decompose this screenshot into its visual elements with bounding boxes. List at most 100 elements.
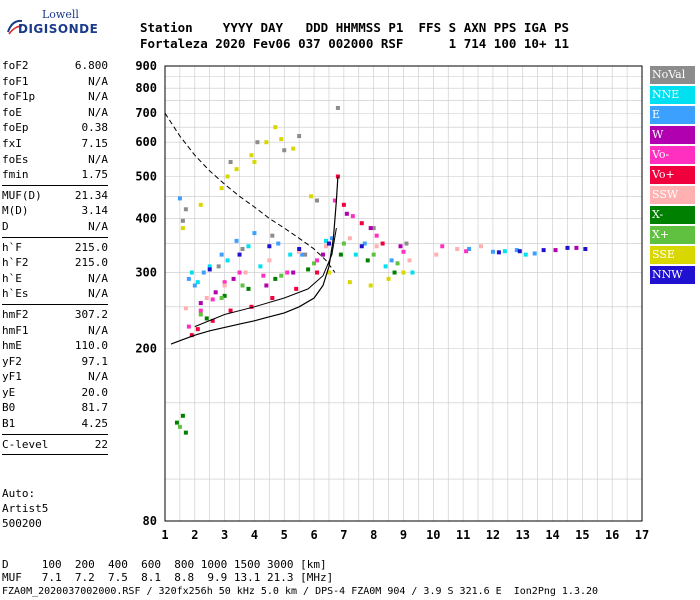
legend-entry: NNE bbox=[650, 86, 695, 104]
data-point bbox=[252, 160, 257, 165]
data-point bbox=[514, 248, 519, 253]
data-point bbox=[192, 283, 197, 288]
legend-entry: Vo- bbox=[650, 146, 695, 164]
data-point bbox=[502, 249, 507, 254]
data-point bbox=[240, 246, 245, 251]
data-point bbox=[297, 249, 302, 254]
data-point bbox=[541, 248, 546, 253]
plot-frame bbox=[164, 65, 643, 522]
data-point bbox=[288, 252, 293, 257]
data-point bbox=[410, 270, 415, 275]
data-point bbox=[329, 236, 334, 241]
data-point bbox=[219, 186, 224, 191]
x-tick-label: 1 bbox=[161, 528, 168, 542]
data-point bbox=[389, 258, 394, 263]
param-row: hmE 110.0 bbox=[2, 338, 108, 354]
param-name: foEs bbox=[2, 152, 29, 166]
param-value: 1.75 bbox=[81, 168, 109, 182]
y-tick-label: 200 bbox=[135, 342, 157, 356]
data-point bbox=[219, 252, 224, 257]
param-value: N/A bbox=[88, 370, 108, 384]
footer-muf-2: 7.5 bbox=[108, 571, 128, 584]
param-name: MUF(D) bbox=[2, 188, 42, 202]
grid-lines bbox=[164, 65, 643, 521]
legend-entry: X+ bbox=[650, 226, 695, 244]
x-tick-label: 13 bbox=[516, 528, 530, 542]
data-point bbox=[341, 202, 346, 207]
data-point bbox=[243, 270, 248, 275]
data-point bbox=[258, 264, 263, 269]
data-point bbox=[270, 233, 275, 238]
param-row: M(D) 3.14 bbox=[2, 203, 108, 219]
param-row: yF2 97.1 bbox=[2, 354, 108, 370]
logo-brand: Lowell bbox=[42, 8, 79, 21]
y-axis-ticks: 80 200 300 400 500 600 700 800 900 bbox=[135, 59, 157, 528]
footer-muf-6: 13.1 bbox=[233, 571, 261, 584]
data-point bbox=[264, 283, 269, 288]
data-point bbox=[440, 244, 445, 249]
x-tick-label: 5 bbox=[281, 528, 288, 542]
data-point bbox=[479, 244, 484, 249]
data-point bbox=[306, 267, 311, 272]
data-point bbox=[246, 286, 251, 291]
header-iga: 10+ bbox=[523, 36, 547, 51]
x-axis-ticks: 1 2 3 4 5 6 7 8 9 10 11 12 13 14 15 16 17 bbox=[161, 528, 649, 542]
data-point bbox=[392, 270, 397, 275]
param-row: B0 81.7 bbox=[2, 400, 108, 416]
y-tick-label: 80 bbox=[143, 514, 157, 528]
data-point bbox=[407, 258, 412, 263]
data-point bbox=[249, 304, 254, 309]
legend-entry: E bbox=[650, 106, 695, 124]
header-label-day: DAY bbox=[260, 20, 284, 35]
header-station: Fortaleza bbox=[140, 36, 208, 51]
param-value: 81.7 bbox=[81, 401, 109, 415]
param-value: 4.25 bbox=[81, 417, 109, 431]
legend-entry: Vo+ bbox=[650, 166, 695, 184]
param-value: N/A bbox=[88, 74, 108, 88]
logo-swoosh-icon bbox=[7, 19, 23, 35]
header-label-station: Station bbox=[140, 20, 193, 35]
data-point bbox=[326, 270, 331, 275]
header-time: 002000 bbox=[328, 36, 374, 51]
header-label-pps: PPS bbox=[493, 20, 517, 35]
data-point bbox=[225, 258, 230, 263]
data-point bbox=[490, 249, 495, 254]
param-name: hmF2 bbox=[2, 307, 29, 321]
param-name: yF1 bbox=[2, 370, 22, 384]
data-point bbox=[186, 276, 191, 281]
data-point bbox=[574, 245, 579, 250]
param-row: fxI 7.15 bbox=[2, 136, 108, 152]
footer-muf-label: MUF bbox=[2, 571, 22, 584]
auto-code: 500200 bbox=[2, 517, 42, 530]
param-value: 215.0 bbox=[74, 256, 108, 270]
x-tick-label: 17 bbox=[635, 528, 649, 542]
data-point bbox=[359, 244, 364, 249]
param-name: yE bbox=[2, 385, 16, 399]
data-point bbox=[398, 244, 403, 249]
data-point bbox=[315, 258, 320, 263]
footer-muf-5: 9.9 bbox=[207, 571, 228, 584]
data-point bbox=[359, 221, 364, 226]
y-tick-label: 900 bbox=[135, 59, 157, 73]
data-point bbox=[312, 261, 317, 266]
trace-dashed bbox=[164, 112, 336, 273]
param-name: D bbox=[2, 219, 9, 233]
data-point bbox=[198, 301, 203, 306]
param-name: M(D) bbox=[2, 204, 29, 218]
param-divider bbox=[2, 303, 108, 305]
x-tick-label: 3 bbox=[221, 528, 228, 542]
header-day: Fev06 bbox=[252, 36, 291, 51]
data-point bbox=[261, 273, 266, 278]
data-point bbox=[338, 252, 343, 257]
param-row: h`F 215.0 bbox=[2, 240, 108, 256]
station-header: Station YYYY DAY DDD HHMMSS P1 FFS S AXN… bbox=[140, 20, 569, 52]
param-row: foEs N/A bbox=[2, 152, 108, 168]
footer-d-2: 400 bbox=[108, 558, 128, 571]
param-row: foF1 N/A bbox=[2, 74, 108, 90]
header-p1: RSF bbox=[380, 36, 404, 51]
param-row: B1 4.25 bbox=[2, 416, 108, 432]
data-point bbox=[326, 241, 331, 246]
data-point bbox=[371, 226, 376, 231]
param-name: C-level bbox=[2, 437, 49, 451]
